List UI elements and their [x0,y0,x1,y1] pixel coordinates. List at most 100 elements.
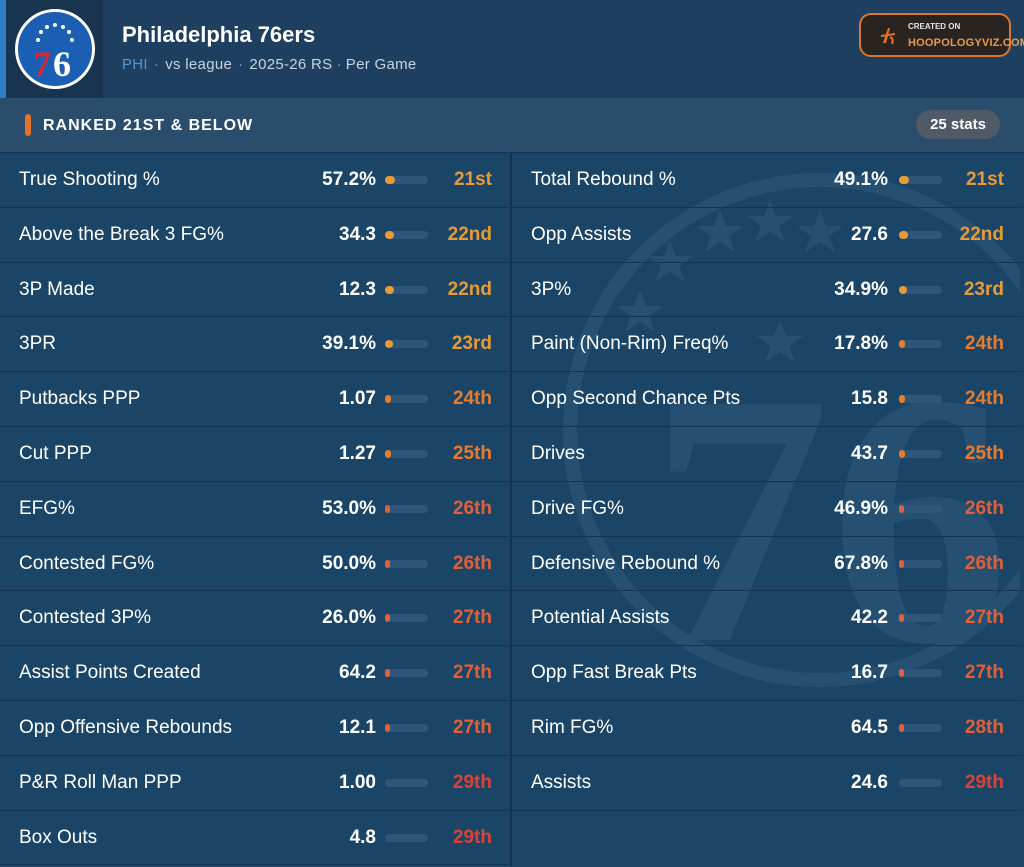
stat-row[interactable]: Cut PPP 1.27 25th [0,426,511,482]
stat-row[interactable]: 3P Made 12.3 22nd [0,262,511,318]
stat-rank: 24th [964,333,1004,355]
stat-value: 46.9% [834,497,888,519]
stat-row[interactable]: Opp Offensive Rebounds 12.1 27th [0,700,511,756]
stat-rank: 26th [452,497,492,519]
stat-count-badge: 25 stats [916,110,1000,139]
season-label: 2025-26 RS [249,56,333,73]
stat-value: 15.8 [851,388,888,410]
stat-row[interactable]: Opp Fast Break Pts 16.7 27th [512,646,1023,701]
stat-name: Contested FG% [19,552,155,574]
team-title: Philadelphia 76ers [122,22,316,47]
percentile-bar-fill [899,230,908,239]
percentile-bar-track [899,723,942,732]
stat-row[interactable]: Assists 24.6 29th [512,755,1023,811]
percentile-bar-track [385,669,428,678]
credit-badge[interactable]: CREATED ON HOOPOLOGYVIZ.COM [859,13,1024,57]
stat-row[interactable]: True Shooting % 57.2% 21st [0,153,511,208]
stat-rank: 27th [964,662,1004,684]
percentile-bar-fill [899,669,904,678]
stat-row[interactable]: EFG% 53.0% 26th [0,481,511,537]
percentile-bar-fill [899,504,904,513]
percentile-bar-fill [385,614,390,623]
stat-row[interactable]: Putbacks PPP 1.07 24th [0,372,511,427]
percentile-bar-track [899,778,942,787]
percentile-bar-track [385,559,428,568]
percentile-bar-track [385,340,428,349]
svg-text:6: 6 [53,44,71,84]
stat-row[interactable]: Box Outs 4.8 29th [0,810,511,866]
mode-label: Per Game [345,56,417,73]
percentile-bar-fill [899,285,907,294]
stat-row[interactable]: Contested 3P% 26.0% 27th [0,591,511,647]
stat-name: 3P Made [19,278,95,300]
percentile-bar-fill [899,340,905,349]
stat-rank: 27th [452,716,492,738]
stat-rank: 26th [964,552,1004,574]
percentile-bar-track [385,285,428,294]
stat-name: Potential Assists [531,607,670,629]
stat-name: Box Outs [19,826,98,848]
stat-row[interactable]: Contested FG% 50.0% 26th [0,536,511,592]
percentile-bar-fill [385,449,391,458]
stat-row[interactable]: 3PR 39.1% 23rd [0,317,511,373]
percentile-bar-fill [385,230,394,239]
stat-row[interactable]: 3P% 34.9% 23rd [512,262,1023,318]
stat-value: 24.6 [851,771,888,793]
stat-row[interactable]: Total Rebound % 49.1% 21st [512,153,1023,208]
stat-name: Rim FG% [531,716,614,738]
percentile-bar-fill [385,723,390,732]
stat-value: 12.3 [339,278,376,300]
stat-value: 64.2 [339,662,376,684]
percentile-bar-track [385,614,428,623]
stat-rank: 27th [452,662,492,684]
stat-name: 3PR [19,333,56,355]
stat-row[interactable]: Paint (Non-Rim) Freq% 17.8% 24th [512,317,1023,373]
percentile-bar-fill [385,395,391,404]
stat-row[interactable]: Assist Points Created 64.2 27th [0,646,511,701]
stat-value: 17.8% [834,333,888,355]
stat-row[interactable]: Potential Assists 42.2 27th [512,591,1023,647]
stat-name: 3P% [531,278,572,300]
credit-site-link[interactable]: HOOPOLOGYVIZ.COM [908,37,1024,49]
percentile-bar-track [385,833,428,842]
stat-name: Opp Fast Break Pts [531,662,697,684]
stat-value: 16.7 [851,662,888,684]
stat-row[interactable]: Opp Assists 27.6 22nd [512,207,1023,263]
stat-value: 34.9% [834,278,888,300]
stat-value: 64.5 [851,716,888,738]
stat-value: 57.2% [322,169,376,190]
percentile-bar-fill [385,285,394,294]
percentile-bar-fill [899,395,905,404]
stat-value: 39.1% [322,333,376,355]
stat-name: Paint (Non-Rim) Freq% [531,333,729,355]
stat-row[interactable]: Rim FG% 64.5 28th [512,700,1023,756]
stat-rank: 29th [964,771,1004,793]
column-divider [510,153,512,867]
stat-rank: 26th [452,552,492,574]
stat-name: True Shooting % [19,169,160,190]
stat-value: 53.0% [322,497,376,519]
stat-row[interactable]: Drive FG% 46.9% 26th [512,481,1023,537]
percentile-bar-fill [385,340,393,349]
stat-rank: 21st [965,169,1004,190]
stat-row[interactable]: Above the Break 3 FG% 34.3 22nd [0,207,511,263]
percentile-bar-track [899,449,942,458]
stat-row[interactable]: Drives 43.7 25th [512,426,1023,482]
percentile-bar-fill [899,614,904,623]
hoopology-logo-icon [880,28,896,45]
stat-name: Opp Second Chance Pts [531,388,741,410]
stat-value: 1.27 [339,442,376,464]
percentile-bar-fill [385,504,390,513]
stat-value: 43.7 [851,442,888,464]
stat-name: Assists [531,771,592,793]
percentile-bar-fill [899,176,909,184]
stat-row[interactable]: Defensive Rebound % 67.8% 26th [512,536,1023,592]
stat-rank: 22nd [959,223,1004,245]
stat-row[interactable]: P&R Roll Man PPP 1.00 29th [0,755,511,811]
stat-value: 1.00 [339,771,376,793]
stat-rank: 24th [452,388,492,410]
stat-rank: 23rd [963,278,1004,300]
stat-row[interactable]: Opp Second Chance Pts 15.8 24th [512,372,1023,427]
stat-value: 49.1% [834,169,888,190]
context-label: vs league [165,56,233,73]
